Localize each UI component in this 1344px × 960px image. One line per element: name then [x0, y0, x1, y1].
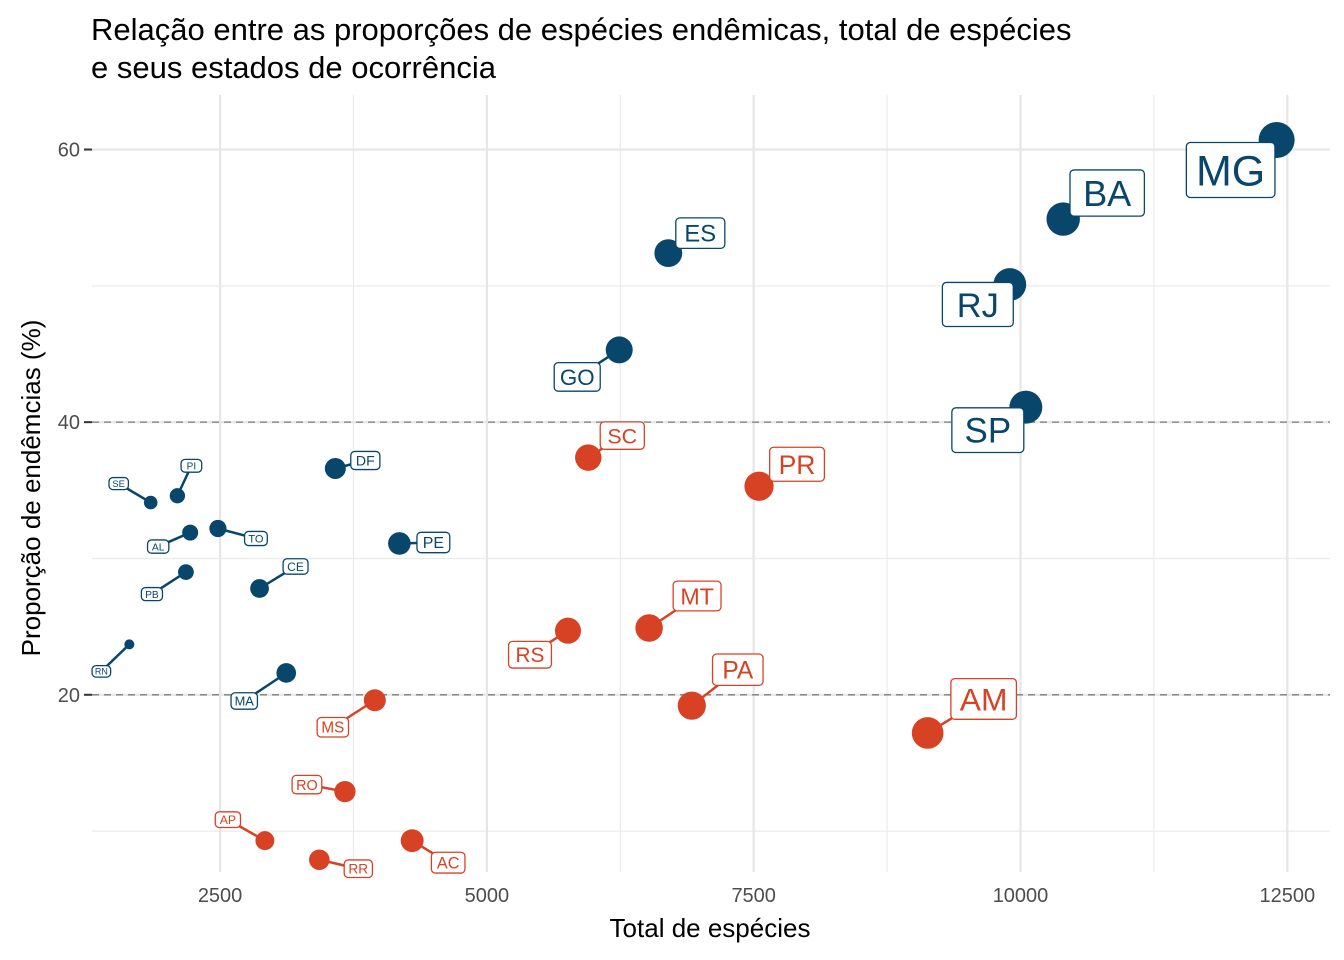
point-label-ms: MS — [321, 720, 344, 737]
x-tick-label: 5000 — [465, 885, 510, 907]
data-point-ma — [276, 663, 297, 683]
label-box-mt — [672, 580, 722, 612]
label-box-ce — [282, 558, 309, 575]
point-label-rj: RJ — [957, 287, 999, 325]
data-point-ms — [363, 689, 386, 712]
point-label-se: SE — [112, 478, 125, 489]
point-label-pi: PI — [187, 461, 196, 472]
label-box-go — [553, 361, 601, 392]
point-label-ac: AC — [437, 855, 460, 873]
data-point-go — [605, 336, 633, 364]
chart-title-line-1: Relação entre as proporções de espécies … — [91, 12, 1072, 47]
label-box-ba — [1069, 169, 1146, 217]
label-box-ac — [430, 851, 466, 874]
point-label-rn: RN — [95, 667, 108, 677]
point-label-es: ES — [684, 221, 716, 248]
label-box-pe — [416, 531, 451, 554]
label-box-ma — [230, 692, 259, 710]
point-label-to: TO — [248, 533, 264, 545]
point-label-rs: RS — [516, 644, 545, 667]
x-tick-label: 12500 — [1259, 885, 1315, 907]
y-axis-title: Proporção de endêmcias (%) — [16, 320, 46, 657]
label-box-ro — [291, 774, 323, 795]
point-label-sp: SP — [965, 412, 1012, 451]
chart-title-line-2: e seus estados de ocorrência — [91, 50, 496, 85]
point-labels: MG BA ES RJ GO SP SC DF PR PI SE TO AL PE PB CE MT RS RN MA… — [91, 138, 1278, 879]
point-label-pb: PB — [145, 590, 159, 601]
label-box-se — [108, 476, 130, 491]
data-point-ro — [334, 780, 356, 803]
label-box-am — [950, 677, 1018, 720]
label-box-rr — [343, 859, 374, 879]
label-box-rj — [941, 281, 1014, 328]
point-label-mg: MG — [1196, 147, 1265, 195]
y-tick-label: 40 — [58, 412, 80, 434]
x-tick-label: 2500 — [198, 885, 243, 907]
point-label-go: GO — [560, 365, 595, 390]
label-box-pb — [140, 586, 164, 602]
label-box-sc — [599, 421, 645, 450]
label-box-ms — [316, 716, 350, 738]
y-tick-label: 60 — [58, 140, 80, 162]
label-box-al — [146, 539, 170, 554]
point-label-ma: MA — [235, 694, 255, 709]
point-label-sc: SC — [607, 424, 637, 448]
point-label-ap: AP — [220, 813, 236, 827]
label-box-sp — [951, 407, 1025, 454]
point-label-ba: BA — [1083, 173, 1132, 214]
point-label-pa: PA — [722, 658, 754, 685]
axes: 20 40 60 2500 5000 7500 10000 12500 — [58, 140, 1315, 907]
x-axis-title: Total de espécies — [610, 913, 811, 943]
point-label-pe: PE — [423, 535, 444, 552]
label-box-es — [675, 217, 726, 250]
label-box-mg — [1185, 141, 1276, 199]
y-tick-label: 20 — [58, 685, 80, 707]
x-tick-label: 10000 — [993, 885, 1049, 907]
label-box-rs — [507, 640, 553, 669]
point-label-am: AM — [960, 681, 1008, 717]
label-box-pa — [711, 653, 764, 687]
label-box-to — [243, 530, 268, 547]
label-box-rn — [91, 664, 112, 678]
reference-lines — [92, 421, 1330, 696]
point-label-rr: RR — [348, 862, 368, 877]
point-label-al: AL — [152, 542, 165, 553]
label-box-ap — [214, 811, 242, 829]
label-box-df — [350, 450, 381, 471]
label-box-pr — [769, 446, 826, 482]
point-label-ro: RO — [296, 778, 318, 794]
point-label-df: DF — [356, 453, 375, 469]
label-box-pi — [180, 458, 203, 473]
point-label-pr: PR — [779, 450, 816, 480]
x-tick-label: 7500 — [731, 885, 776, 907]
point-label-mt: MT — [680, 583, 714, 609]
data-point-pe — [388, 532, 411, 555]
point-label-ce: CE — [287, 560, 304, 574]
